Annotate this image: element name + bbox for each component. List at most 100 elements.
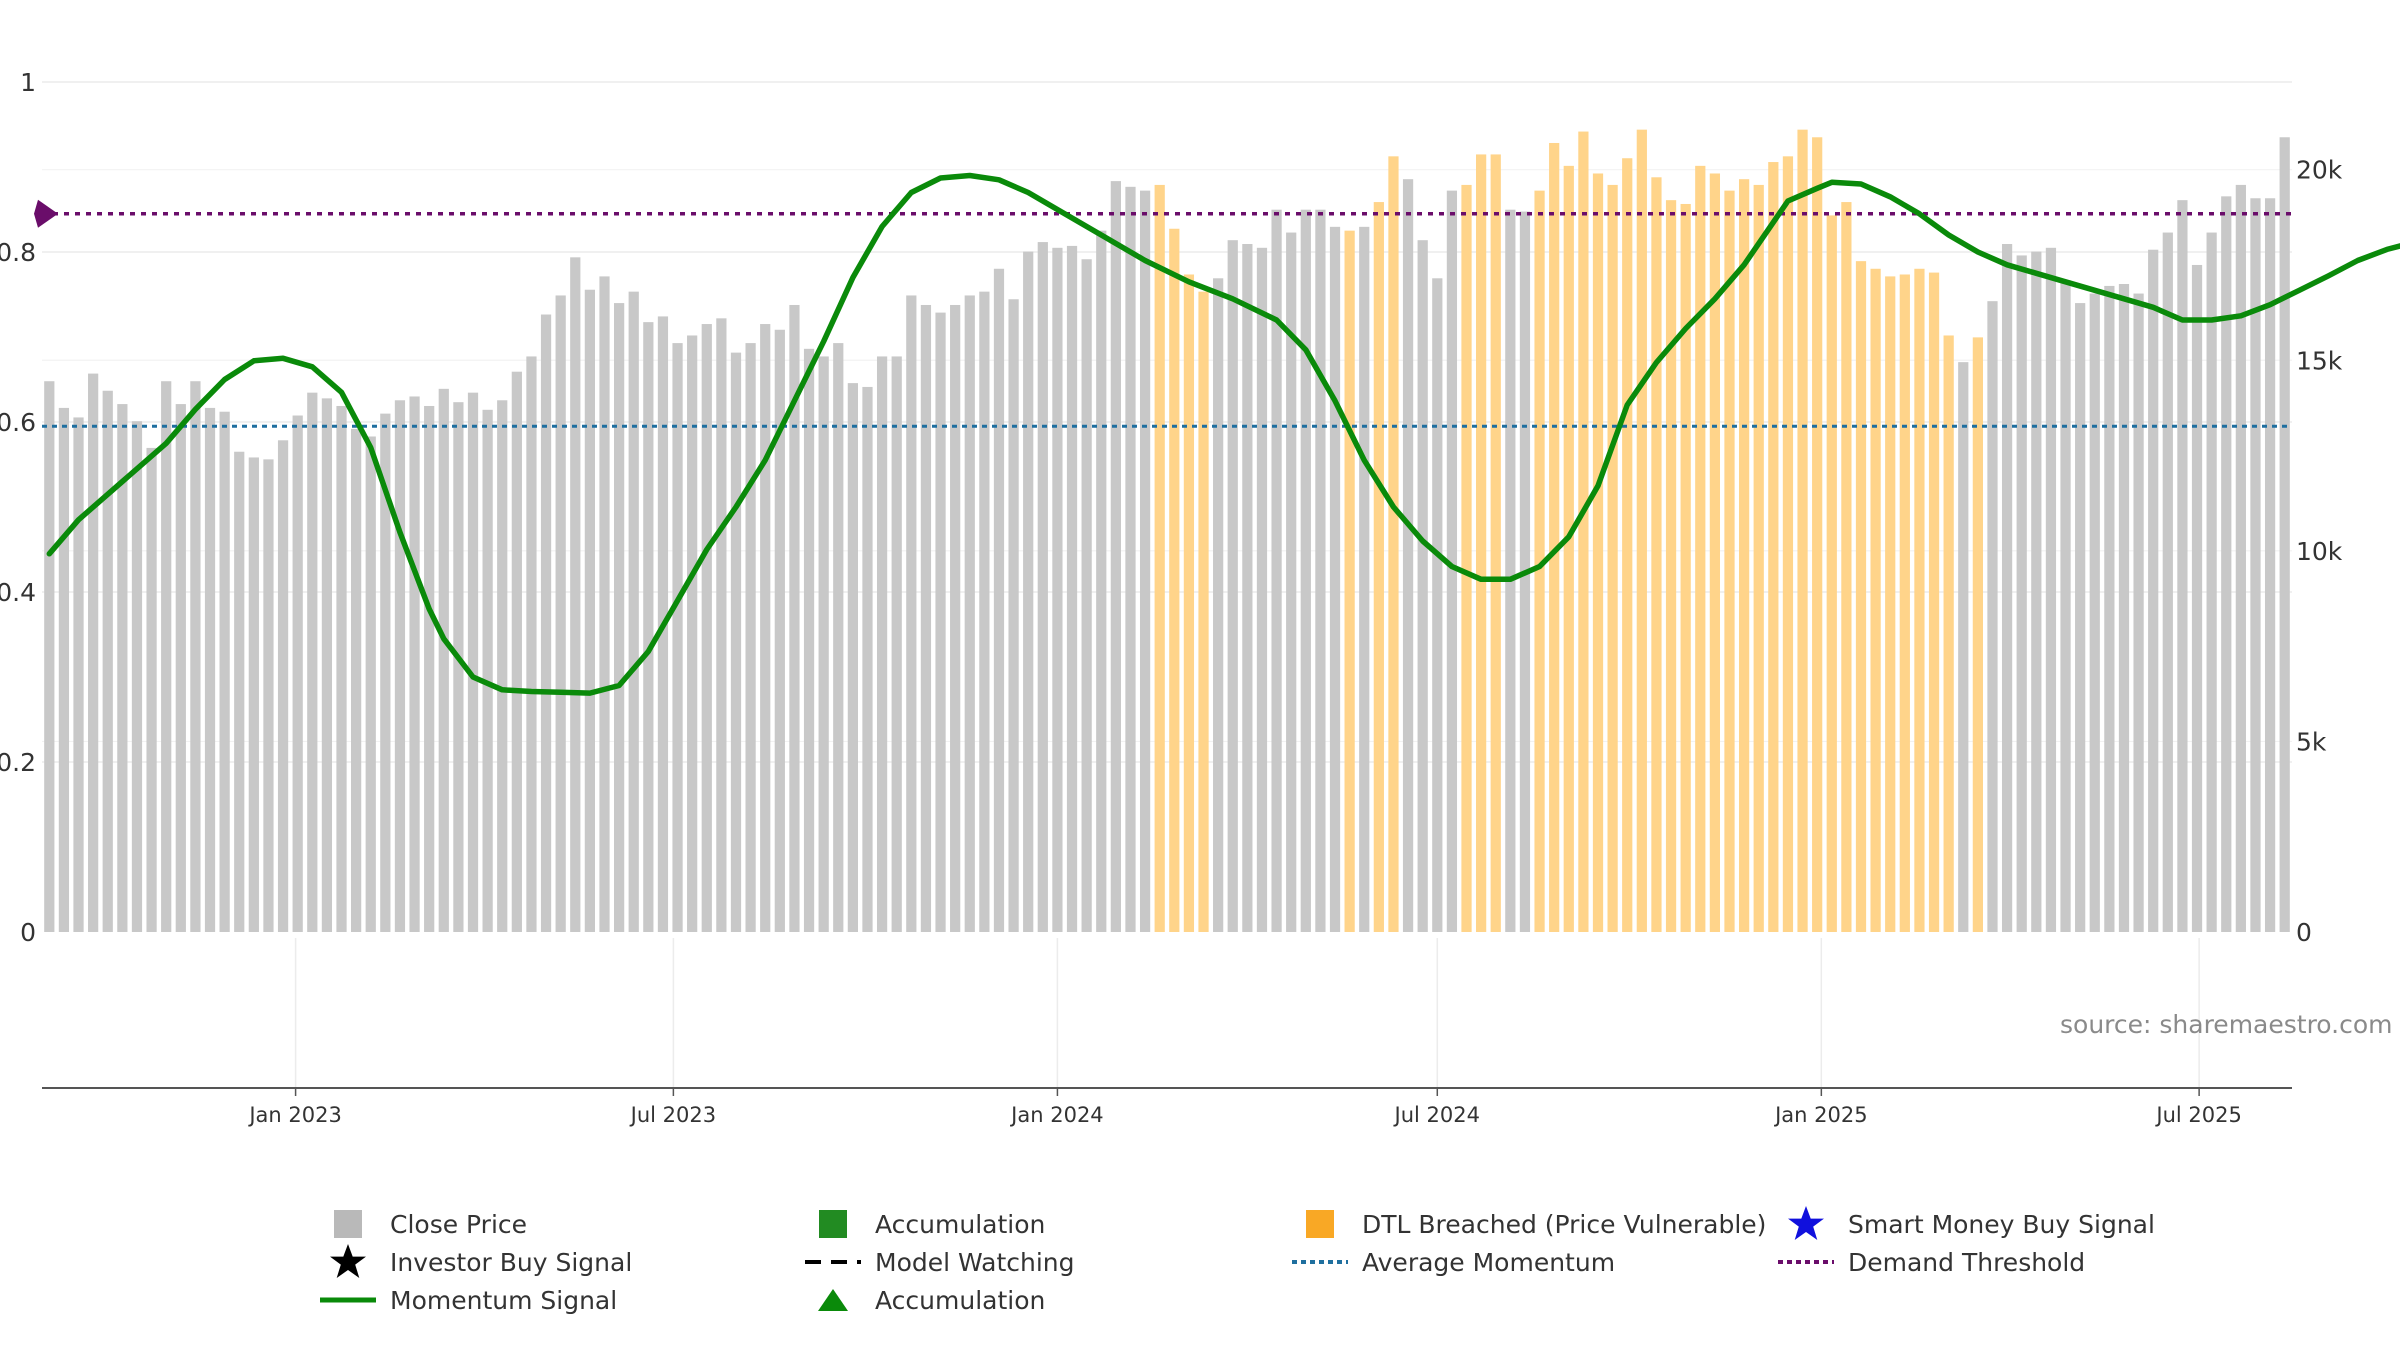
price-bar bbox=[628, 291, 639, 933]
price-bar bbox=[2133, 293, 2144, 932]
price-bar bbox=[1563, 165, 1574, 932]
y-left-tick-label: 0 bbox=[20, 918, 36, 947]
price-bar bbox=[2235, 184, 2246, 932]
x-tick-label: Jul 2023 bbox=[629, 1103, 716, 1127]
price-bar bbox=[935, 312, 946, 933]
price-bar bbox=[1987, 301, 1998, 932]
price-bar bbox=[1592, 173, 1604, 932]
y-left-tick-label: 0.8 bbox=[0, 238, 36, 267]
price-bar bbox=[1855, 261, 1867, 933]
y-left-tick-label: 0.4 bbox=[0, 578, 36, 607]
price-bar bbox=[1680, 203, 1691, 933]
price-bar bbox=[248, 457, 259, 932]
price-bar bbox=[88, 373, 99, 932]
price-bar bbox=[1344, 230, 1355, 932]
price-bar bbox=[161, 381, 172, 933]
price-bar bbox=[1286, 232, 1297, 932]
price-bar bbox=[789, 304, 800, 932]
price-bar bbox=[1651, 177, 1662, 932]
y-left-tick-label: 0.6 bbox=[0, 408, 36, 437]
price-bar bbox=[2045, 247, 2057, 932]
price-bar bbox=[58, 407, 70, 932]
price-bar bbox=[1870, 268, 1881, 932]
price-bar bbox=[847, 383, 858, 932]
price-bar bbox=[1607, 184, 1618, 932]
price-bar bbox=[1329, 226, 1341, 933]
price-bar bbox=[1154, 184, 1165, 932]
price-bar bbox=[1125, 186, 1136, 933]
price-bar bbox=[2221, 196, 2232, 932]
price-bar bbox=[584, 289, 596, 932]
price-bar bbox=[1578, 131, 1589, 932]
price-bar bbox=[73, 417, 84, 932]
price-bar bbox=[1636, 129, 1647, 932]
price-bar bbox=[1227, 240, 1238, 933]
y-left-tick-label: 0.2 bbox=[0, 748, 36, 777]
price-bar bbox=[1709, 173, 1721, 932]
price-bar bbox=[701, 324, 712, 932]
price-bar bbox=[1417, 240, 1428, 933]
y-right-tick-label: 20k bbox=[2296, 156, 2343, 185]
price-bar bbox=[1066, 245, 1078, 932]
price-bar bbox=[2250, 198, 2261, 932]
momentum-signal-line bbox=[46, 172, 2400, 696]
price-bar bbox=[1183, 274, 1195, 933]
price-bar bbox=[438, 388, 449, 932]
price-bar bbox=[1914, 268, 1925, 932]
x-tick-label: Jul 2025 bbox=[2154, 1103, 2241, 1127]
price-bar bbox=[1885, 276, 1896, 932]
price-bar bbox=[1724, 190, 1735, 932]
price-bar bbox=[2148, 249, 2159, 932]
price-bar bbox=[1300, 209, 1311, 933]
price-bar bbox=[1797, 129, 1808, 932]
price-bar bbox=[146, 447, 157, 932]
price-bar bbox=[1110, 181, 1121, 932]
price-bar bbox=[117, 404, 128, 932]
price-bar bbox=[2279, 137, 2290, 933]
price-bar bbox=[2162, 232, 2173, 932]
price-bar bbox=[570, 257, 581, 933]
price-bar bbox=[394, 400, 406, 932]
price-bar bbox=[1738, 179, 1750, 932]
price-bar bbox=[1505, 209, 1516, 933]
price-bar bbox=[2016, 255, 2027, 933]
price-bar bbox=[1622, 158, 1633, 933]
price-bar bbox=[1549, 142, 1560, 932]
x-tick-label: Jan 2024 bbox=[1009, 1103, 1104, 1127]
price-bar bbox=[380, 413, 391, 932]
price-bar bbox=[1169, 228, 1180, 932]
price-bar bbox=[2089, 293, 2100, 932]
price-bar bbox=[307, 392, 318, 932]
price-bar bbox=[1373, 202, 1384, 932]
price-bar bbox=[1037, 242, 1048, 932]
price-bar bbox=[2177, 200, 2188, 932]
price-bar bbox=[1402, 179, 1414, 932]
price-bar bbox=[993, 268, 1005, 932]
y-right-tick-label: 10k bbox=[2296, 537, 2343, 566]
price-bars bbox=[44, 129, 2290, 933]
x-tick-label: Jan 2023 bbox=[247, 1103, 342, 1127]
price-bar bbox=[1023, 251, 1034, 932]
price-bar bbox=[1928, 272, 1940, 932]
price-bar bbox=[1213, 278, 1224, 933]
price-bar bbox=[1271, 209, 1282, 933]
price-bar bbox=[555, 295, 566, 933]
price-bar bbox=[234, 451, 245, 932]
price-bar bbox=[204, 407, 216, 932]
price-bar bbox=[1753, 184, 1764, 932]
price-bar bbox=[920, 304, 932, 932]
price-bar bbox=[862, 386, 873, 932]
price-bar bbox=[1388, 156, 1399, 933]
source-note: source: sharemaestro.com bbox=[2060, 1010, 2393, 1039]
price-bar bbox=[467, 392, 479, 932]
price-bar bbox=[716, 318, 727, 932]
y-right-tick-label: 0 bbox=[2296, 918, 2312, 947]
price-bar bbox=[351, 428, 362, 932]
price-bar bbox=[321, 398, 333, 933]
price-bar bbox=[1446, 190, 1458, 932]
price-bar bbox=[511, 371, 522, 932]
price-bar bbox=[964, 295, 975, 933]
price-bar bbox=[672, 343, 683, 933]
price-bar bbox=[102, 390, 113, 932]
